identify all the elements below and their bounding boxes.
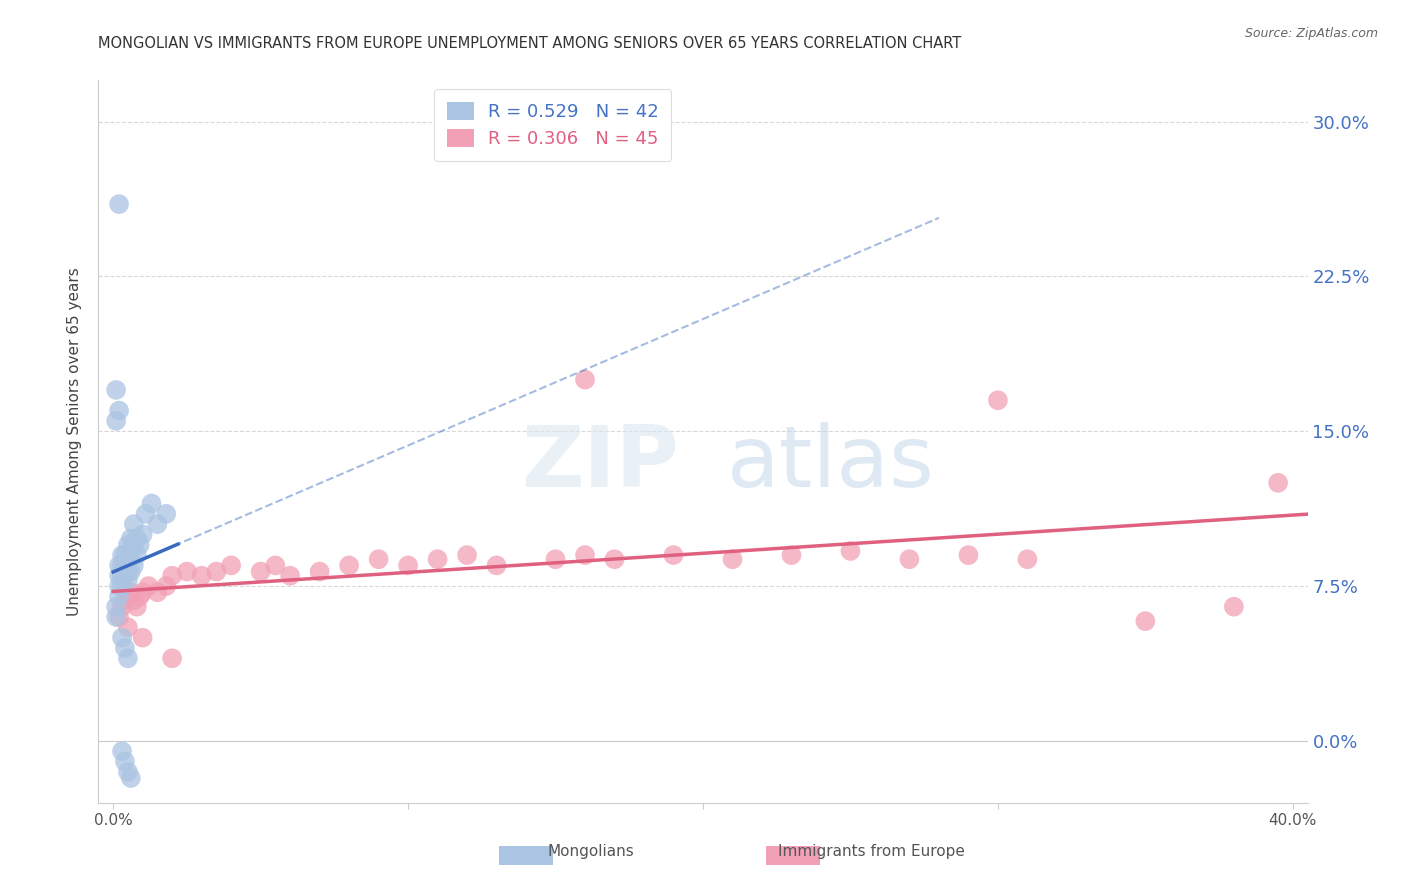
Point <box>111 558 134 573</box>
Point <box>367 552 389 566</box>
Point <box>278 568 301 582</box>
Text: 0.0%: 0.0% <box>94 814 132 828</box>
Text: ZIP: ZIP <box>522 422 679 505</box>
Point <box>108 610 131 624</box>
Point <box>125 548 148 562</box>
Point <box>108 579 131 593</box>
Text: 40.0%: 40.0% <box>1268 814 1317 828</box>
Point <box>987 393 1010 408</box>
Text: Immigrants from Europe: Immigrants from Europe <box>779 845 965 859</box>
Point <box>128 590 150 604</box>
Point <box>111 579 134 593</box>
Point <box>146 585 169 599</box>
Point <box>721 552 744 566</box>
Point <box>105 383 128 397</box>
Point <box>117 764 139 779</box>
Point <box>108 568 131 582</box>
Point <box>839 544 862 558</box>
Point <box>190 568 212 582</box>
Point <box>160 651 183 665</box>
Point <box>456 548 478 562</box>
Point <box>141 496 163 510</box>
Point <box>662 548 685 562</box>
Point <box>120 548 142 562</box>
Point <box>114 568 136 582</box>
Point <box>122 517 145 532</box>
Point <box>111 568 134 582</box>
Point <box>1017 552 1039 566</box>
Point <box>120 771 142 785</box>
Point <box>574 548 596 562</box>
Point <box>898 552 921 566</box>
Point <box>125 599 148 614</box>
Point <box>111 548 134 562</box>
Text: Source: ZipAtlas.com: Source: ZipAtlas.com <box>1244 27 1378 40</box>
Point <box>176 565 198 579</box>
Point <box>337 558 360 573</box>
Point <box>108 403 131 417</box>
Point <box>125 532 148 546</box>
Point <box>122 593 145 607</box>
Point <box>160 568 183 582</box>
Point <box>249 565 271 579</box>
Point <box>308 565 330 579</box>
Point <box>122 558 145 573</box>
Point <box>1135 614 1157 628</box>
Text: Mongolians: Mongolians <box>547 845 634 859</box>
Point <box>219 558 242 573</box>
Point <box>957 548 980 562</box>
Point <box>574 373 596 387</box>
Point <box>117 552 139 566</box>
Text: atlas: atlas <box>727 422 935 505</box>
Point <box>117 573 139 587</box>
Point <box>105 610 128 624</box>
Point <box>117 565 139 579</box>
Point <box>396 558 419 573</box>
Point <box>485 558 508 573</box>
Point <box>120 565 142 579</box>
Point <box>122 538 145 552</box>
Point <box>105 414 128 428</box>
Point <box>117 590 139 604</box>
Point <box>114 593 136 607</box>
Point <box>1267 475 1289 490</box>
Point <box>131 527 153 541</box>
Point <box>105 599 128 614</box>
Point <box>111 744 134 758</box>
Point <box>264 558 287 573</box>
Point <box>114 640 136 655</box>
Point <box>117 620 139 634</box>
Point <box>135 507 157 521</box>
Point <box>108 590 131 604</box>
Point <box>780 548 803 562</box>
Point <box>155 507 177 521</box>
Point <box>155 579 177 593</box>
Point <box>114 755 136 769</box>
Point <box>131 585 153 599</box>
Text: MONGOLIAN VS IMMIGRANTS FROM EUROPE UNEMPLOYMENT AMONG SENIORS OVER 65 YEARS COR: MONGOLIAN VS IMMIGRANTS FROM EUROPE UNEM… <box>98 36 962 51</box>
Point <box>544 552 567 566</box>
Point <box>1223 599 1246 614</box>
Y-axis label: Unemployment Among Seniors over 65 years: Unemployment Among Seniors over 65 years <box>67 268 83 615</box>
Point <box>146 517 169 532</box>
Point <box>108 197 131 211</box>
Point <box>108 558 131 573</box>
Point <box>131 631 153 645</box>
Point <box>111 599 134 614</box>
Point <box>120 585 142 599</box>
Point <box>114 548 136 562</box>
Point <box>117 538 139 552</box>
Point <box>128 538 150 552</box>
Point <box>114 558 136 573</box>
Point <box>138 579 160 593</box>
Point <box>120 532 142 546</box>
Point <box>117 651 139 665</box>
Legend: R = 0.529   N = 42, R = 0.306   N = 45: R = 0.529 N = 42, R = 0.306 N = 45 <box>434 89 672 161</box>
Point <box>603 552 626 566</box>
Point <box>111 631 134 645</box>
Point <box>205 565 228 579</box>
Point <box>426 552 449 566</box>
